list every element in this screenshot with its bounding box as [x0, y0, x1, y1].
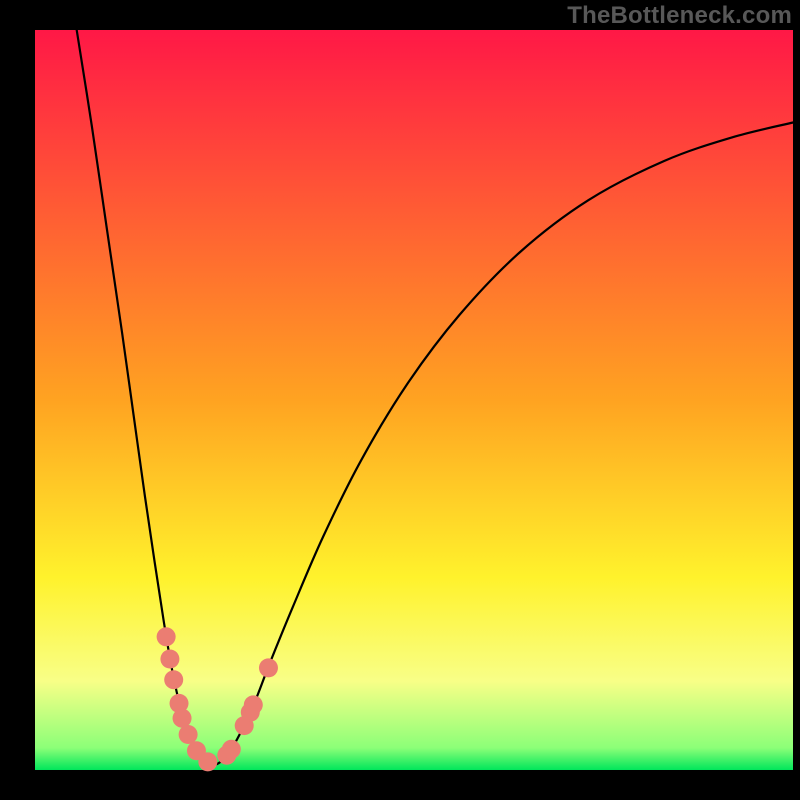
- watermark-text: TheBottleneck.com: [567, 2, 792, 30]
- data-marker: [244, 695, 263, 714]
- data-marker: [259, 658, 278, 677]
- data-marker: [222, 740, 241, 759]
- plot-area: [35, 30, 793, 770]
- curve-svg: [35, 30, 793, 770]
- chart-canvas: TheBottleneck.com: [0, 0, 800, 800]
- data-marker: [164, 670, 183, 689]
- data-marker: [157, 627, 176, 646]
- data-marker: [179, 725, 198, 744]
- data-markers: [157, 627, 278, 771]
- data-marker: [198, 752, 217, 771]
- bottleneck-curve: [77, 30, 793, 765]
- data-marker: [160, 650, 179, 669]
- data-marker: [173, 709, 192, 728]
